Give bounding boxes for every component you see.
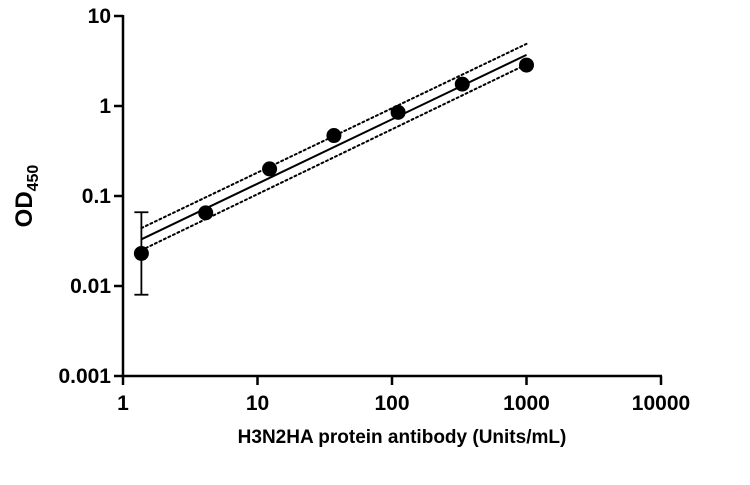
confidence-band-upper	[140, 42, 528, 230]
x-tick-label: 1	[117, 392, 129, 415]
x-axis-title: H3N2HA protein antibody (Units/mL)	[238, 427, 567, 448]
data-point	[133, 245, 149, 261]
axes	[121, 15, 662, 378]
data-points	[133, 57, 534, 261]
confidence-band-lower	[140, 63, 528, 252]
x-tick-label: 1000	[503, 392, 550, 415]
y-axis-title-subscript: 450	[25, 165, 42, 192]
data-point	[198, 205, 214, 221]
x-ticks: 1 10 100 1000 10000	[117, 376, 690, 415]
data-point	[519, 57, 534, 73]
y-tick-label: 0.01	[70, 275, 111, 298]
y-tick-label: 0.1	[82, 185, 112, 208]
x-tick-label: 100	[374, 392, 409, 415]
y-tick-label: 0.001	[58, 365, 111, 388]
y-axis-title-main: OD	[11, 191, 38, 227]
data-point	[326, 128, 342, 144]
x-tick-label: 10000	[632, 392, 690, 415]
y-tick-label: 10	[88, 5, 111, 28]
data-point	[454, 76, 470, 92]
x-tick-label: 10	[246, 392, 269, 415]
y-ticks: 0.001 0.01 0.1 1 10	[58, 5, 123, 388]
data-point	[390, 104, 406, 120]
y-tick-label: 1	[99, 95, 111, 118]
y-axis-title: OD450	[11, 165, 42, 228]
data-point	[262, 161, 278, 177]
